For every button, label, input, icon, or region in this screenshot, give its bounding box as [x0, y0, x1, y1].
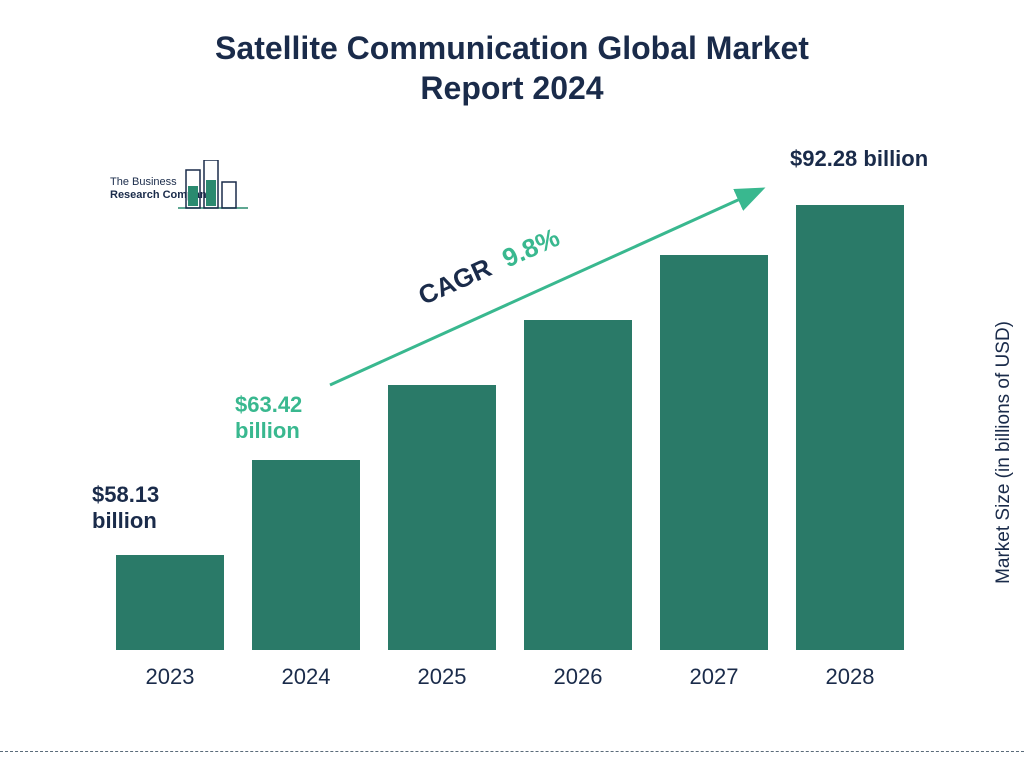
bar-2023	[116, 555, 224, 650]
bar-slot-2023	[110, 555, 230, 650]
bar-slot-2025	[382, 385, 502, 650]
value-label-2023-amount: $58.13	[92, 482, 159, 508]
x-label-2024: 2024	[246, 654, 366, 690]
bar-slot-2028	[790, 205, 910, 650]
bars-container	[90, 150, 930, 650]
title-line1: Satellite Communication Global Market	[0, 28, 1024, 68]
chart-title: Satellite Communication Global Market Re…	[0, 0, 1024, 108]
bar-2027	[660, 255, 768, 650]
bar-slot-2026	[518, 320, 638, 650]
chart-area: 2023 2024 2025 2026 2027 2028	[90, 150, 930, 690]
value-label-2024-unit: billion	[235, 418, 302, 444]
bar-slot-2024	[246, 460, 366, 650]
x-axis-labels: 2023 2024 2025 2026 2027 2028	[90, 654, 930, 690]
x-label-2023: 2023	[110, 654, 230, 690]
value-label-2023: $58.13 billion	[92, 482, 159, 535]
bottom-divider	[0, 751, 1024, 752]
bar-2025	[388, 385, 496, 650]
value-label-2024: $63.42 billion	[235, 392, 302, 445]
bar-2028	[796, 205, 904, 650]
bar-2024	[252, 460, 360, 650]
value-label-2028: $92.28 billion	[790, 146, 928, 172]
y-axis-label: Market Size (in billions of USD)	[993, 321, 1015, 584]
title-line2: Report 2024	[0, 68, 1024, 108]
bar-slot-2027	[654, 255, 774, 650]
bar-2026	[524, 320, 632, 650]
value-label-2024-amount: $63.42	[235, 392, 302, 418]
x-label-2028: 2028	[790, 654, 910, 690]
x-label-2026: 2026	[518, 654, 638, 690]
value-label-2023-unit: billion	[92, 508, 159, 534]
x-label-2025: 2025	[382, 654, 502, 690]
value-label-2028-amount: $92.28 billion	[790, 146, 928, 172]
x-label-2027: 2027	[654, 654, 774, 690]
